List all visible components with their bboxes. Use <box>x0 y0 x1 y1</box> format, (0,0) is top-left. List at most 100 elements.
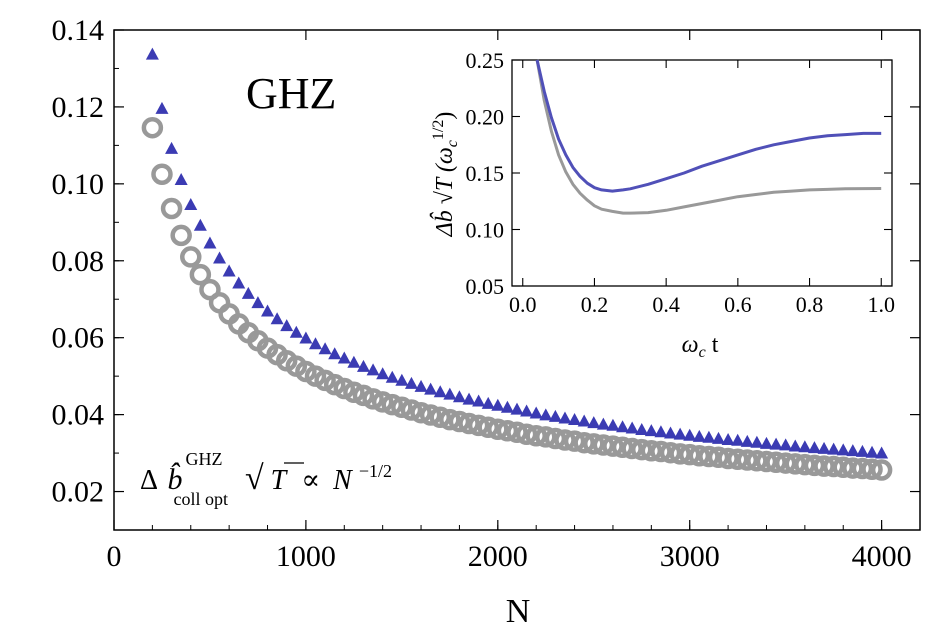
triangle-point <box>654 425 668 438</box>
circle-point <box>448 410 471 433</box>
circle-point <box>583 433 605 455</box>
formula-base: N <box>332 465 353 496</box>
circle-point <box>381 393 404 416</box>
circle-point <box>352 384 375 407</box>
circle-point <box>535 426 557 448</box>
series-circles <box>141 116 893 481</box>
triangle-point <box>587 416 601 429</box>
circle-point <box>861 458 883 480</box>
formula-superscript: GHZ <box>185 449 222 469</box>
circle-point <box>707 446 730 469</box>
triangle-point <box>376 367 390 380</box>
inset-y-axis-title: Δb̂ √T (ωc1/2) <box>430 112 461 238</box>
circle-point <box>544 427 567 450</box>
triangle-point <box>644 424 658 437</box>
triangle-point <box>731 433 745 446</box>
y-tick-label: 0.12 <box>52 91 105 124</box>
triangle-point <box>472 394 486 407</box>
triangle-point <box>683 428 697 441</box>
triangle-point <box>270 312 284 325</box>
triangle-point <box>356 359 370 372</box>
formula-exponent: −1/2 <box>359 461 392 481</box>
circle-point <box>746 450 768 472</box>
circle-point <box>803 454 826 477</box>
circle-point <box>659 441 682 464</box>
triangle-point <box>836 443 850 456</box>
inset-gray-curve <box>535 59 882 215</box>
y-tick-label: 0.14 <box>52 14 105 47</box>
main-plot-frame <box>113 29 921 531</box>
inset-y-tick-label: 0.20 <box>466 105 505 130</box>
inset-blue-curve <box>535 59 882 193</box>
triangle-point <box>827 442 841 455</box>
circle-point <box>765 451 787 474</box>
circle-point <box>151 163 173 185</box>
triangle-point <box>596 417 610 430</box>
circle-point <box>678 443 701 466</box>
x-tick-label: 4000 <box>852 540 912 573</box>
circle-point <box>822 455 845 478</box>
circle-point <box>736 449 759 471</box>
circle-point <box>410 401 432 424</box>
y-tick-label: 0.02 <box>52 476 105 509</box>
triangle-point <box>366 363 380 376</box>
triangle-point <box>203 236 217 249</box>
triangle-point <box>702 430 716 443</box>
circle-point <box>650 440 672 463</box>
y-tick-label: 0.08 <box>52 245 105 278</box>
triangle-point <box>433 385 447 398</box>
triangle-point <box>855 444 869 457</box>
triangle-point <box>548 409 562 422</box>
inset-plot-frame <box>511 59 893 287</box>
triangle-point <box>759 436 773 449</box>
circle-point <box>640 440 663 462</box>
triangle-point <box>817 441 831 454</box>
circle-point <box>726 448 749 470</box>
circle-point <box>832 456 854 479</box>
formula-b-hat: b̂ <box>167 462 182 496</box>
inset-series <box>535 59 882 215</box>
triangle-point <box>606 418 620 431</box>
circle-point <box>813 455 835 477</box>
x-tick-label: 0 <box>107 540 122 573</box>
x-tick-label: 1000 <box>276 540 336 573</box>
triangle-point <box>673 427 687 440</box>
triangle-point <box>692 429 706 442</box>
circle-point <box>774 452 797 474</box>
triangle-point <box>193 218 207 231</box>
triangle-point <box>299 331 313 344</box>
inset-x-axis-title: ωc t <box>682 332 719 361</box>
triangle-point <box>462 392 476 405</box>
triangle-point <box>414 379 428 392</box>
inset-y-tick-label: 0.25 <box>466 48 505 73</box>
circle-point <box>698 445 720 468</box>
formula-annotation: Δ b̂ GHZ coll opt √ T ∝ N −1/2 <box>140 441 392 512</box>
triangle-point <box>318 342 332 355</box>
circle-point <box>525 425 547 447</box>
triangle-point <box>577 414 591 427</box>
circle-point <box>602 435 624 457</box>
circle-point <box>669 443 691 465</box>
inset-x-tick-label: 0.2 <box>581 292 609 317</box>
x-tick-label: 3000 <box>660 540 720 573</box>
triangle-point <box>539 408 553 421</box>
circle-point <box>870 459 893 481</box>
triangle-point <box>165 141 179 154</box>
circle-point <box>371 391 394 413</box>
circle-point <box>419 404 442 426</box>
triangle-point <box>875 446 889 459</box>
inset-x-tick-label: 0.6 <box>724 292 752 317</box>
circle-point <box>717 447 739 470</box>
triangle-point <box>174 173 188 185</box>
triangle-point <box>395 373 409 386</box>
triangle-point <box>846 444 860 457</box>
circle-point <box>794 453 816 476</box>
inset-x-tick-label: 0.4 <box>652 292 680 317</box>
triangle-point <box>712 431 725 444</box>
triangle-point <box>769 437 783 450</box>
triangle-point <box>241 286 255 299</box>
inset-plot: 0.050.100.150.200.25 0.0 0.2 0.4 0.6 0.8 1.0 … <box>430 48 895 361</box>
circle-point <box>467 414 490 437</box>
chart-title: GHZ <box>246 69 336 118</box>
